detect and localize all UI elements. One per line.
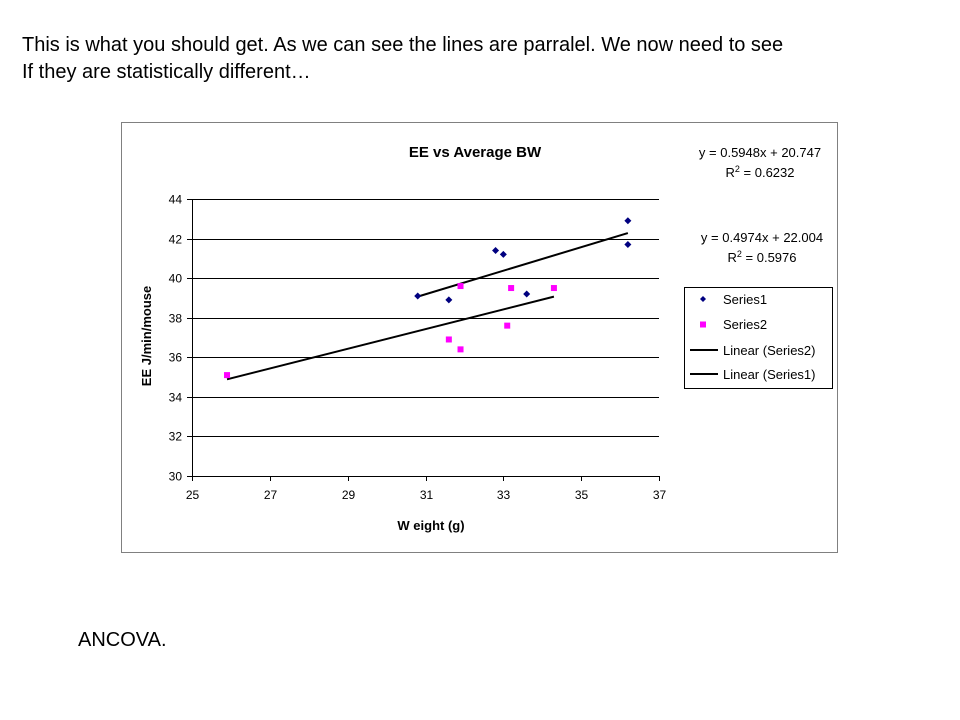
x-tick-label-25: 25 xyxy=(186,488,200,502)
series2-point-5 xyxy=(508,285,515,292)
series1-point-6 xyxy=(624,241,632,249)
x-tick-labels: 25 27 29 31 33 35 37 xyxy=(186,488,667,502)
data-points xyxy=(224,217,632,379)
legend-marker-series1 xyxy=(700,296,706,302)
y-tick-label-32: 32 xyxy=(169,430,183,444)
ancova-note: ANCOVA. xyxy=(78,629,167,651)
y-tick-label-44: 44 xyxy=(169,193,183,207)
y-tick-label-42: 42 xyxy=(169,233,183,247)
x-tick-label-37: 37 xyxy=(653,488,667,502)
series1-point-2 xyxy=(492,246,500,254)
chart-title: EE vs Average BW xyxy=(409,144,542,161)
series2-point-2 xyxy=(457,283,464,290)
series1-point-0 xyxy=(414,292,422,300)
equation-series2: y = 0.4974x + 22.004 xyxy=(701,230,823,245)
regression-annotation-series1: y = 0.5948x + 20.747 R2 = 0.6232 xyxy=(699,145,821,180)
trendline-series1 xyxy=(417,232,629,298)
y-tick-label-40: 40 xyxy=(169,272,183,286)
y-axis-label: EE J/min/mouse xyxy=(139,286,154,386)
series1-point-3 xyxy=(499,250,507,258)
series2-point-0 xyxy=(224,372,231,379)
legend-label-linear-series2: Linear (Series2) xyxy=(723,343,816,358)
x-tick-label-27: 27 xyxy=(264,488,278,502)
r-squared-series2: R2 = 0.5976 xyxy=(728,249,797,265)
series2-point-6 xyxy=(550,285,557,292)
x-tick-label-31: 31 xyxy=(420,488,434,502)
y-tick-label-34: 34 xyxy=(169,391,183,405)
axes xyxy=(187,199,660,481)
legend-label-series1: Series1 xyxy=(723,292,767,307)
series2-point-3 xyxy=(457,346,464,353)
x-axis-label: W eight (g) xyxy=(397,518,464,533)
x-tick-label-35: 35 xyxy=(575,488,589,502)
regression-annotation-series2: y = 0.4974x + 22.004 R2 = 0.5976 xyxy=(701,230,823,265)
legend-box xyxy=(684,287,833,389)
legend-label-linear-series1: Linear (Series1) xyxy=(723,367,816,382)
y-tick-label-36: 36 xyxy=(169,351,183,365)
heading-line-2: If they are statistically different… xyxy=(22,61,311,83)
series1-point-1 xyxy=(445,296,453,304)
legend-marker-series2 xyxy=(700,321,706,328)
equation-series1: y = 0.5948x + 20.747 xyxy=(699,145,821,160)
y-tick-label-30: 30 xyxy=(169,470,183,484)
series1-point-4 xyxy=(523,290,531,298)
series2-point-4 xyxy=(504,322,511,329)
slide-heading: This is what you should get. As we can s… xyxy=(22,32,947,86)
series2-point-1 xyxy=(445,336,452,343)
legend-label-series2: Series2 xyxy=(723,317,767,332)
heading-line-1: This is what you should get. As we can s… xyxy=(22,34,784,56)
r-squared-series1: R2 = 0.6232 xyxy=(726,164,795,180)
x-tick-label-33: 33 xyxy=(497,488,511,502)
x-tick-label-29: 29 xyxy=(342,488,356,502)
trendline-series2 xyxy=(226,295,555,381)
y-tick-label-38: 38 xyxy=(169,312,183,326)
legend: Series1 Series2 Linear (Series2) Linear … xyxy=(684,287,833,389)
trend-lines xyxy=(226,232,629,381)
series1-point-5 xyxy=(624,217,632,225)
y-tick-labels: 30 32 34 36 38 40 42 44 xyxy=(169,193,183,484)
